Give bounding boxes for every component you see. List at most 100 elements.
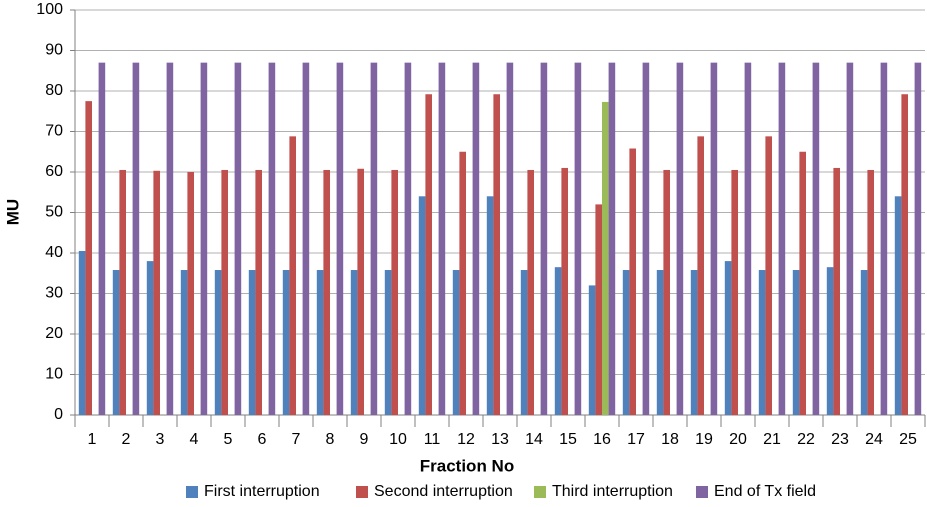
bar (901, 94, 908, 416)
bar (486, 196, 494, 415)
y-tick-label: 80 (45, 82, 63, 99)
bar (323, 169, 330, 415)
bar (438, 62, 446, 416)
bar (234, 62, 242, 416)
x-tick-label: 14 (525, 431, 543, 448)
legend-swatch (186, 486, 198, 498)
bar (357, 168, 364, 415)
bar (221, 169, 228, 415)
x-tick-label: 17 (627, 431, 645, 448)
x-tick-label: 24 (865, 431, 883, 448)
bar (391, 169, 398, 415)
y-tick-label: 30 (45, 285, 63, 302)
bar (418, 196, 426, 415)
bar (425, 94, 432, 416)
bar (316, 270, 324, 415)
y-axis-title: MU (3, 199, 22, 225)
bar (493, 94, 500, 416)
x-tick-label: 22 (797, 431, 815, 448)
bar (629, 148, 636, 415)
bar (846, 62, 854, 416)
x-tick-label: 13 (491, 431, 509, 448)
bar (595, 204, 602, 415)
bar (778, 62, 786, 416)
bar (166, 62, 174, 416)
bar (744, 62, 752, 416)
bar (370, 62, 378, 416)
y-tick-label: 20 (45, 325, 63, 342)
bar (799, 151, 806, 415)
bar (282, 270, 290, 415)
bar (472, 62, 480, 416)
x-tick-label: 11 (424, 431, 441, 448)
bar (731, 169, 738, 415)
bar (248, 270, 256, 415)
x-tick-label: 2 (122, 431, 131, 448)
bar (268, 62, 276, 416)
x-tick-label: 6 (258, 431, 267, 448)
bar (459, 151, 466, 415)
bar (146, 261, 154, 415)
bar (622, 270, 630, 415)
bar (914, 62, 922, 416)
x-tick-label: 23 (831, 431, 849, 448)
x-tick-label: 3 (156, 431, 165, 448)
x-tick-label: 1 (88, 431, 97, 448)
x-tick-label: 9 (360, 431, 369, 448)
legend-label: End of Tx field (714, 483, 816, 500)
x-tick-label: 16 (593, 431, 611, 448)
bar (187, 172, 194, 415)
bar (554, 267, 562, 415)
bar (867, 169, 874, 415)
bar (540, 62, 548, 416)
bar (452, 270, 460, 415)
x-tick-label: 25 (899, 431, 917, 448)
bar (812, 62, 820, 416)
bar (765, 136, 772, 416)
bar (561, 167, 568, 415)
bar (302, 62, 310, 416)
bar (676, 62, 684, 416)
bar (404, 62, 412, 416)
x-tick-label: 7 (292, 431, 301, 448)
bar (200, 62, 208, 416)
bar (132, 62, 140, 416)
legend-swatch (534, 486, 546, 498)
legend-label: First interruption (204, 483, 320, 500)
y-tick-label: 60 (45, 163, 63, 180)
y-tick-label: 0 (54, 406, 63, 423)
bar (85, 101, 92, 415)
x-tick-label: 20 (729, 431, 747, 448)
bar (527, 169, 534, 415)
bar (289, 136, 296, 416)
legend-swatch (356, 486, 368, 498)
bar (520, 270, 528, 415)
legend-label: Second interruption (374, 483, 513, 500)
bar (78, 250, 86, 415)
legend-swatch (696, 486, 708, 498)
bar (153, 170, 160, 415)
bar (98, 62, 106, 416)
x-tick-label: 12 (457, 431, 475, 448)
bar (384, 270, 392, 415)
bar (690, 270, 698, 415)
bar (663, 169, 670, 415)
bar (255, 169, 262, 415)
bar (826, 267, 834, 415)
bar (642, 62, 650, 416)
bar (758, 270, 766, 415)
bar (588, 285, 596, 415)
bar (656, 270, 664, 415)
bar (833, 167, 840, 415)
x-tick-label: 10 (389, 431, 407, 448)
x-axis-title: Fraction No (420, 456, 514, 475)
bar (574, 62, 582, 416)
bar (724, 261, 732, 415)
x-tick-label: 19 (695, 431, 713, 448)
legend-label: Third interruption (552, 483, 673, 500)
x-tick-label: 8 (326, 431, 335, 448)
y-tick-label: 90 (45, 42, 63, 59)
bar (119, 169, 126, 415)
